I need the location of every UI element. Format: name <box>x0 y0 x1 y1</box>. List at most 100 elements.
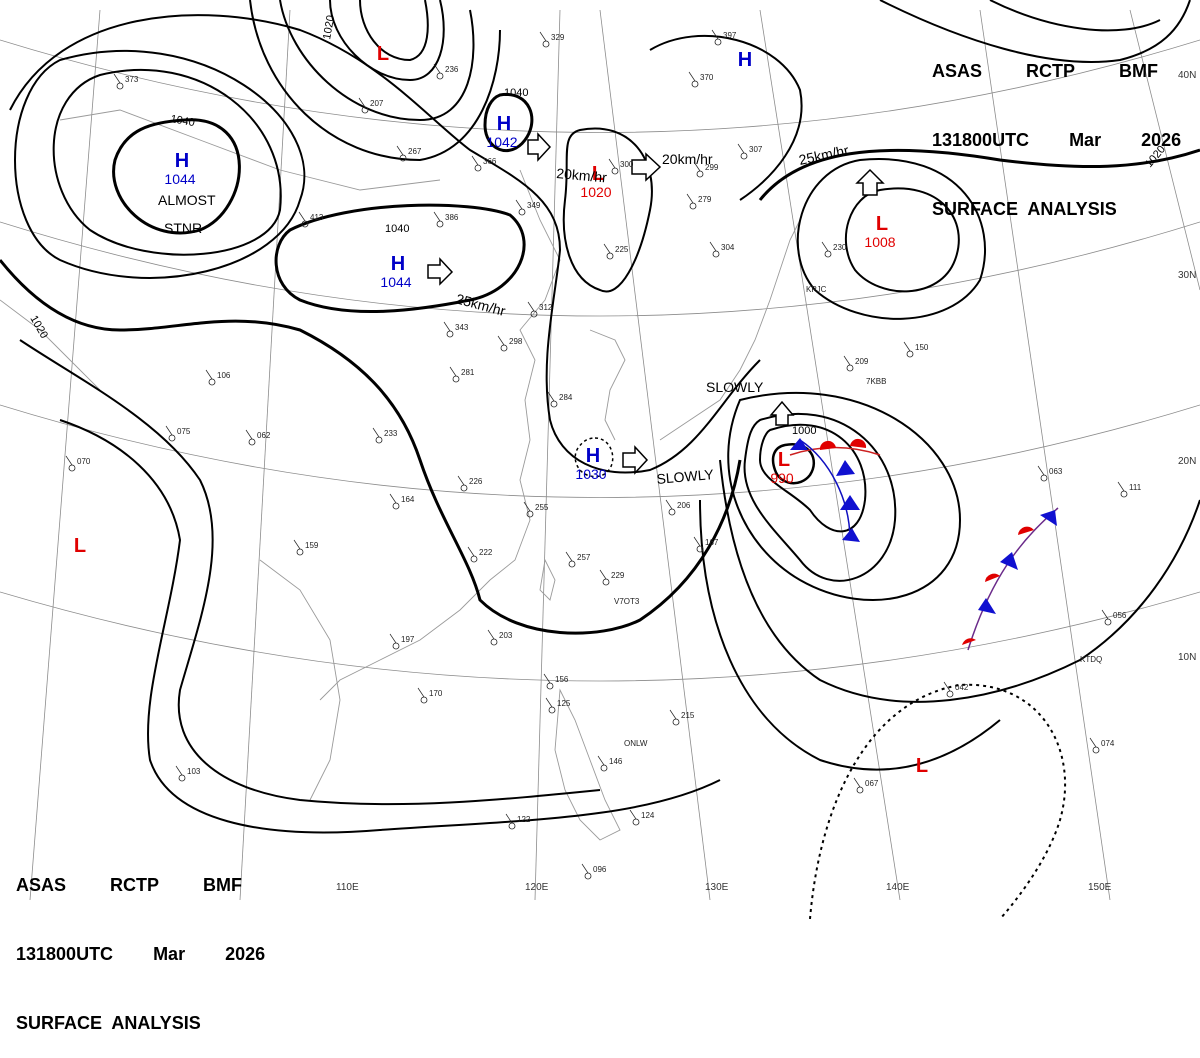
station-pressure: 307 <box>749 145 763 154</box>
motion-arrow-icon <box>527 132 552 162</box>
station-plot: 197 <box>389 633 415 650</box>
wind-barb-icon <box>688 71 696 82</box>
wind-barb-icon <box>581 863 589 874</box>
wind-barb-icon <box>457 475 465 486</box>
isobar-low1008 <box>845 187 960 293</box>
wind-barb-icon <box>1037 465 1045 476</box>
coast-china <box>319 169 561 701</box>
longitude-label: 140E <box>886 882 910 893</box>
station-plot: 366 <box>471 155 497 172</box>
station-pressure: 067 <box>865 779 879 788</box>
station-plot: 075 <box>165 425 191 442</box>
station-pressure: 299 <box>705 163 719 172</box>
station-pressure: 150 <box>915 343 929 352</box>
wind-barb-icon <box>523 501 531 512</box>
isobar-low1008-outer <box>796 158 986 320</box>
station-plot: 206 <box>665 499 691 516</box>
center-pressure-value: 1008 <box>864 234 895 250</box>
center-pressure-value: 1044 <box>164 171 195 187</box>
wind-barb-icon <box>389 493 397 504</box>
station-pressure: 386 <box>445 213 459 222</box>
lon-line-100e <box>29 9 101 901</box>
station-pressure: 124 <box>641 811 655 820</box>
header-station-1: ASAS <box>16 875 67 895</box>
wind-barb-icon <box>547 391 555 402</box>
isobar-label: 1040 <box>385 223 409 235</box>
stationary-front-barb <box>1040 510 1057 526</box>
isobar-east-4 <box>989 0 1161 32</box>
header-top-right: ASAS RCTP BMF 131800UTC Mar 2026 SURFACE ANA… <box>932 14 1181 244</box>
header-line-1: ASAS RCTP BMF <box>932 60 1181 83</box>
station-pressure: 070 <box>77 457 91 466</box>
wind-barb-icon <box>597 755 605 766</box>
longitude-label: 130E <box>705 882 729 893</box>
isobar-high1-2 <box>14 49 306 279</box>
station-plot: 225 <box>603 243 629 260</box>
fronts <box>789 438 1059 651</box>
isobar-north-4 <box>249 0 501 162</box>
header-line-1: ASAS RCTP BMF <box>16 874 265 897</box>
station-plot: 164 <box>389 493 415 510</box>
station-plot: 056 <box>1101 609 1127 626</box>
station-pressure: 298 <box>509 337 523 346</box>
wind-barb-icon <box>539 31 547 42</box>
header-time: 131800UTC <box>932 130 1030 150</box>
station-plot: 329 <box>539 31 565 48</box>
station-pressure: 373 <box>125 75 139 84</box>
station-pressure: 156 <box>555 675 569 684</box>
station-plot: 279 <box>686 193 712 210</box>
wind-barb-icon <box>396 145 404 156</box>
motion-label: SLOWLY <box>656 466 715 487</box>
longitude-label: 110E <box>336 882 359 893</box>
header-year: 2026 <box>225 944 266 964</box>
motion-label: STNR <box>164 220 202 236</box>
station-pressure: 222 <box>479 548 493 557</box>
station-pressure: 229 <box>611 571 625 580</box>
isobars <box>0 0 1200 919</box>
station-plot: 146 <box>597 755 623 772</box>
coast-taiwan <box>539 558 556 601</box>
station-plot: 307 <box>737 143 763 160</box>
station-id-label: KTDQ <box>1080 655 1102 664</box>
lon-line-110e <box>239 9 291 901</box>
station-pressure: 170 <box>429 689 443 698</box>
high-center-symbol: H <box>497 113 511 135</box>
stationary-front-barb <box>978 598 996 614</box>
station-pressure: 197 <box>401 635 415 644</box>
wind-barb-icon <box>298 211 306 222</box>
station-plot: 281 <box>449 366 475 383</box>
longitude-labels: 110E 120E 130E 140E 150E <box>336 882 1112 893</box>
stationary-front-bump <box>1018 526 1034 535</box>
lon-line-120e <box>534 9 561 901</box>
station-pressure: 370 <box>700 73 714 82</box>
isobar-1020-west <box>0 259 742 635</box>
wind-barb-icon <box>737 143 745 154</box>
station-plot: 122 <box>505 813 531 830</box>
isobar-north-2 <box>329 0 445 82</box>
isobar-east-1 <box>649 35 803 201</box>
low-center-symbol: L <box>74 535 86 557</box>
wind-barb-icon <box>599 569 607 580</box>
wind-barb-icon <box>565 551 573 562</box>
station-pressure: 349 <box>527 201 541 210</box>
wind-barb-icon <box>433 211 441 222</box>
station-plot: 070 <box>65 455 91 472</box>
latitude-labels: 40N 30N 20N 10N <box>1178 70 1196 663</box>
wind-barb-icon <box>175 765 183 776</box>
station-plot: 203 <box>487 629 513 646</box>
station-pressure: 159 <box>305 541 319 550</box>
wind-barb-icon <box>1101 609 1109 620</box>
wind-barb-icon <box>372 427 380 438</box>
station-plot: 074 <box>1089 737 1115 754</box>
wind-barb-icon <box>433 63 441 74</box>
latitude-label: 10N <box>1178 652 1196 663</box>
station-pressure: 304 <box>721 243 735 252</box>
header-month: Mar <box>1069 130 1102 150</box>
station-pressure: 226 <box>469 477 483 486</box>
isobar-high3-inner <box>483 93 534 153</box>
station-pressure: 063 <box>1049 467 1063 476</box>
motion-arrow-icon <box>769 400 795 426</box>
station-plot: 229 <box>599 569 625 586</box>
